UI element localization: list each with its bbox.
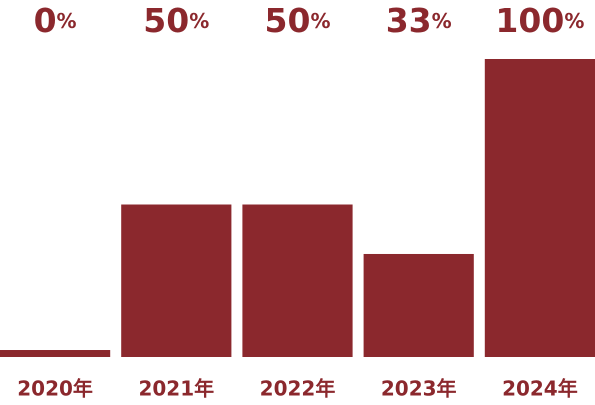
x-tick-label: 2020年 <box>17 377 93 401</box>
bar <box>0 350 111 357</box>
bar <box>484 59 595 357</box>
value-label: 100% <box>495 1 584 40</box>
value-label: 50% <box>265 1 331 40</box>
x-tick-label: 2024年 <box>502 377 578 401</box>
value-label: 33% <box>386 1 452 40</box>
value-label: 50% <box>143 1 209 40</box>
value-label: 0% <box>34 1 77 40</box>
bar <box>363 253 474 357</box>
bar <box>121 204 232 357</box>
x-tick-label: 2022年 <box>260 377 336 401</box>
x-tick-label: 2023年 <box>381 377 457 401</box>
bar <box>242 204 353 357</box>
x-tick-label: 2021年 <box>138 377 214 401</box>
